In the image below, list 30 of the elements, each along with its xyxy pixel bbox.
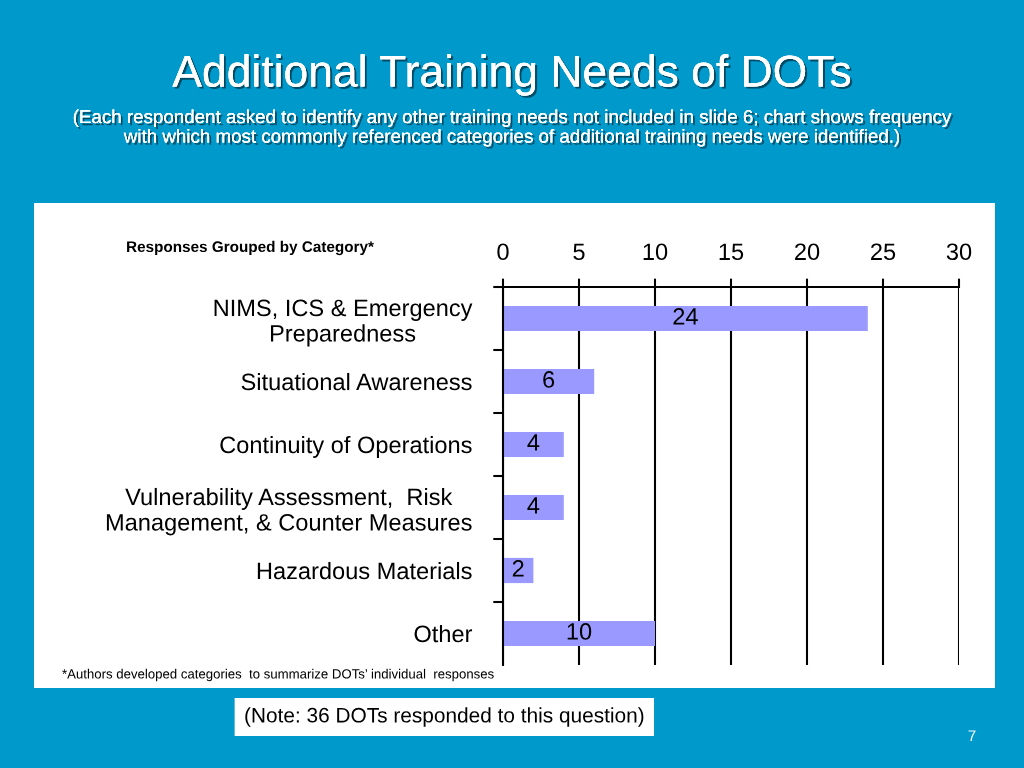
- x-tick-label: 25: [871, 243, 896, 261]
- data-label: 24: [673, 308, 698, 325]
- bar: [503, 620, 655, 647]
- text: *Authors developed categories to summarize DOTs’ individual responses: [62, 668, 494, 682]
- bar: [503, 368, 595, 395]
- data-label: 2: [512, 560, 524, 577]
- x-tick-label: 0: [497, 243, 509, 261]
- y-tick-label: Continuity of Operations: [220, 435, 472, 458]
- y-tick-label: Other: [414, 624, 473, 643]
- data-label: 4: [527, 497, 540, 514]
- y-tick-label: Hazardous Materials: [257, 561, 472, 580]
- text: 7: [968, 730, 976, 741]
- x-tick-label: 5: [573, 243, 585, 261]
- data-label: 10: [567, 623, 592, 640]
- bar: [503, 305, 868, 332]
- x-tick-label: 30: [946, 243, 972, 261]
- y-tick-label: Situational Awareness: [241, 372, 472, 391]
- bar: [503, 431, 564, 458]
- text: (Note: 36 DOTs responded to this question): [245, 707, 644, 727]
- data-label: 4: [527, 434, 540, 451]
- y-axis-title: Responses Grouped by Category*: [127, 240, 374, 256]
- x-tick-label: 20: [795, 243, 820, 261]
- y-tick-label: NIMS, ICS & Emergency Preparedness: [214, 299, 473, 347]
- y-tick-label: Vulnerability Assessment, Risk Management, & Counter Measures: [106, 487, 472, 536]
- chart-subtitle: (Each respondent asked to identify any other training needs not included in slide 6; chart shows frequency with which most commonly referenced categories of additional training needs were identified.): [73, 109, 954, 149]
- chart-title: Additional Training Needs of DOTs: [172, 54, 853, 98]
- x-tick-label: 10: [643, 243, 668, 261]
- data-label: 6: [543, 371, 555, 388]
- x-tick-label: 15: [719, 243, 744, 261]
- bar: [503, 494, 564, 521]
